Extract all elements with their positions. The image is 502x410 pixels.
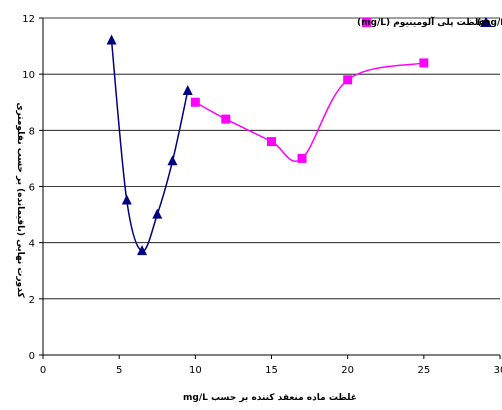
data-point-triangle-0-3 <box>152 208 163 219</box>
x-tick-label-5: 5 <box>116 365 122 376</box>
data-point-square-1-0 <box>190 97 200 107</box>
legend: غلظت کیتوزان (mg/L) غلظت پلی آلومینیوم (… <box>357 16 502 28</box>
x-tick-label-25: 25 <box>417 365 430 376</box>
series-1 <box>190 58 429 163</box>
y-tick-label-6: 6 <box>29 183 35 194</box>
legend-item-chitosan: غلظت کیتوزان (mg/L) <box>477 17 502 28</box>
x-tick-label-20: 20 <box>341 365 354 376</box>
data-point-square-1-3 <box>297 153 307 163</box>
data-point-triangle-0-4 <box>167 155 178 166</box>
series-line-0 <box>110 40 189 252</box>
data-point-square-1-1 <box>221 114 231 124</box>
x-tick-label-30: 30 <box>494 365 502 376</box>
gridlines <box>43 17 500 300</box>
axes <box>39 17 501 359</box>
data-point-square-1-5 <box>419 58 429 68</box>
y-tick-label-4: 4 <box>29 239 35 250</box>
data-point-square-1-4 <box>343 75 353 85</box>
series-0 <box>106 34 193 256</box>
series-line-1 <box>194 62 424 162</box>
x-axis-title: غلظت ماده منعقد کننده بر حسب mg/L <box>183 393 357 403</box>
x-tick-label-15: 15 <box>265 365 278 376</box>
legend-label-chitosan: غلظت کیتوزان (mg/L) <box>477 18 502 28</box>
y-tick-label-2: 2 <box>29 295 35 306</box>
series-group <box>106 34 429 256</box>
y-tick-label-8: 8 <box>29 126 35 137</box>
square-marker-icon <box>362 18 371 27</box>
y-tick-label-0: 0 <box>29 351 35 362</box>
y-tick-label-10: 10 <box>22 70 35 81</box>
tick-labels: 0 2 4 6 8 10 12 0 5 10 15 20 25 30 <box>22 14 502 376</box>
legend-item-polyaluminium: غلظت پلی آلومینیوم (mg/L) <box>357 16 485 28</box>
data-point-triangle-0-1 <box>121 194 132 205</box>
y-axis-title: کدورت نهایی (باقیمانده) بر حسب نفلومتری <box>15 102 25 298</box>
plot-area: 0 2 4 6 8 10 12 0 5 10 15 20 25 30 <box>22 14 502 376</box>
triangle-marker-icon <box>480 17 492 27</box>
data-point-triangle-0-5 <box>182 85 193 96</box>
y-tick-label-12: 12 <box>22 14 35 25</box>
data-point-square-1-2 <box>267 137 276 147</box>
data-point-triangle-0-2 <box>137 245 148 256</box>
x-tick-label-0: 0 <box>40 365 46 376</box>
legend-label-polyaluminium: غلظت پلی آلومینیوم (mg/L) <box>357 16 485 28</box>
x-tick-label-10: 10 <box>189 365 202 376</box>
data-point-triangle-0-0 <box>106 34 117 45</box>
